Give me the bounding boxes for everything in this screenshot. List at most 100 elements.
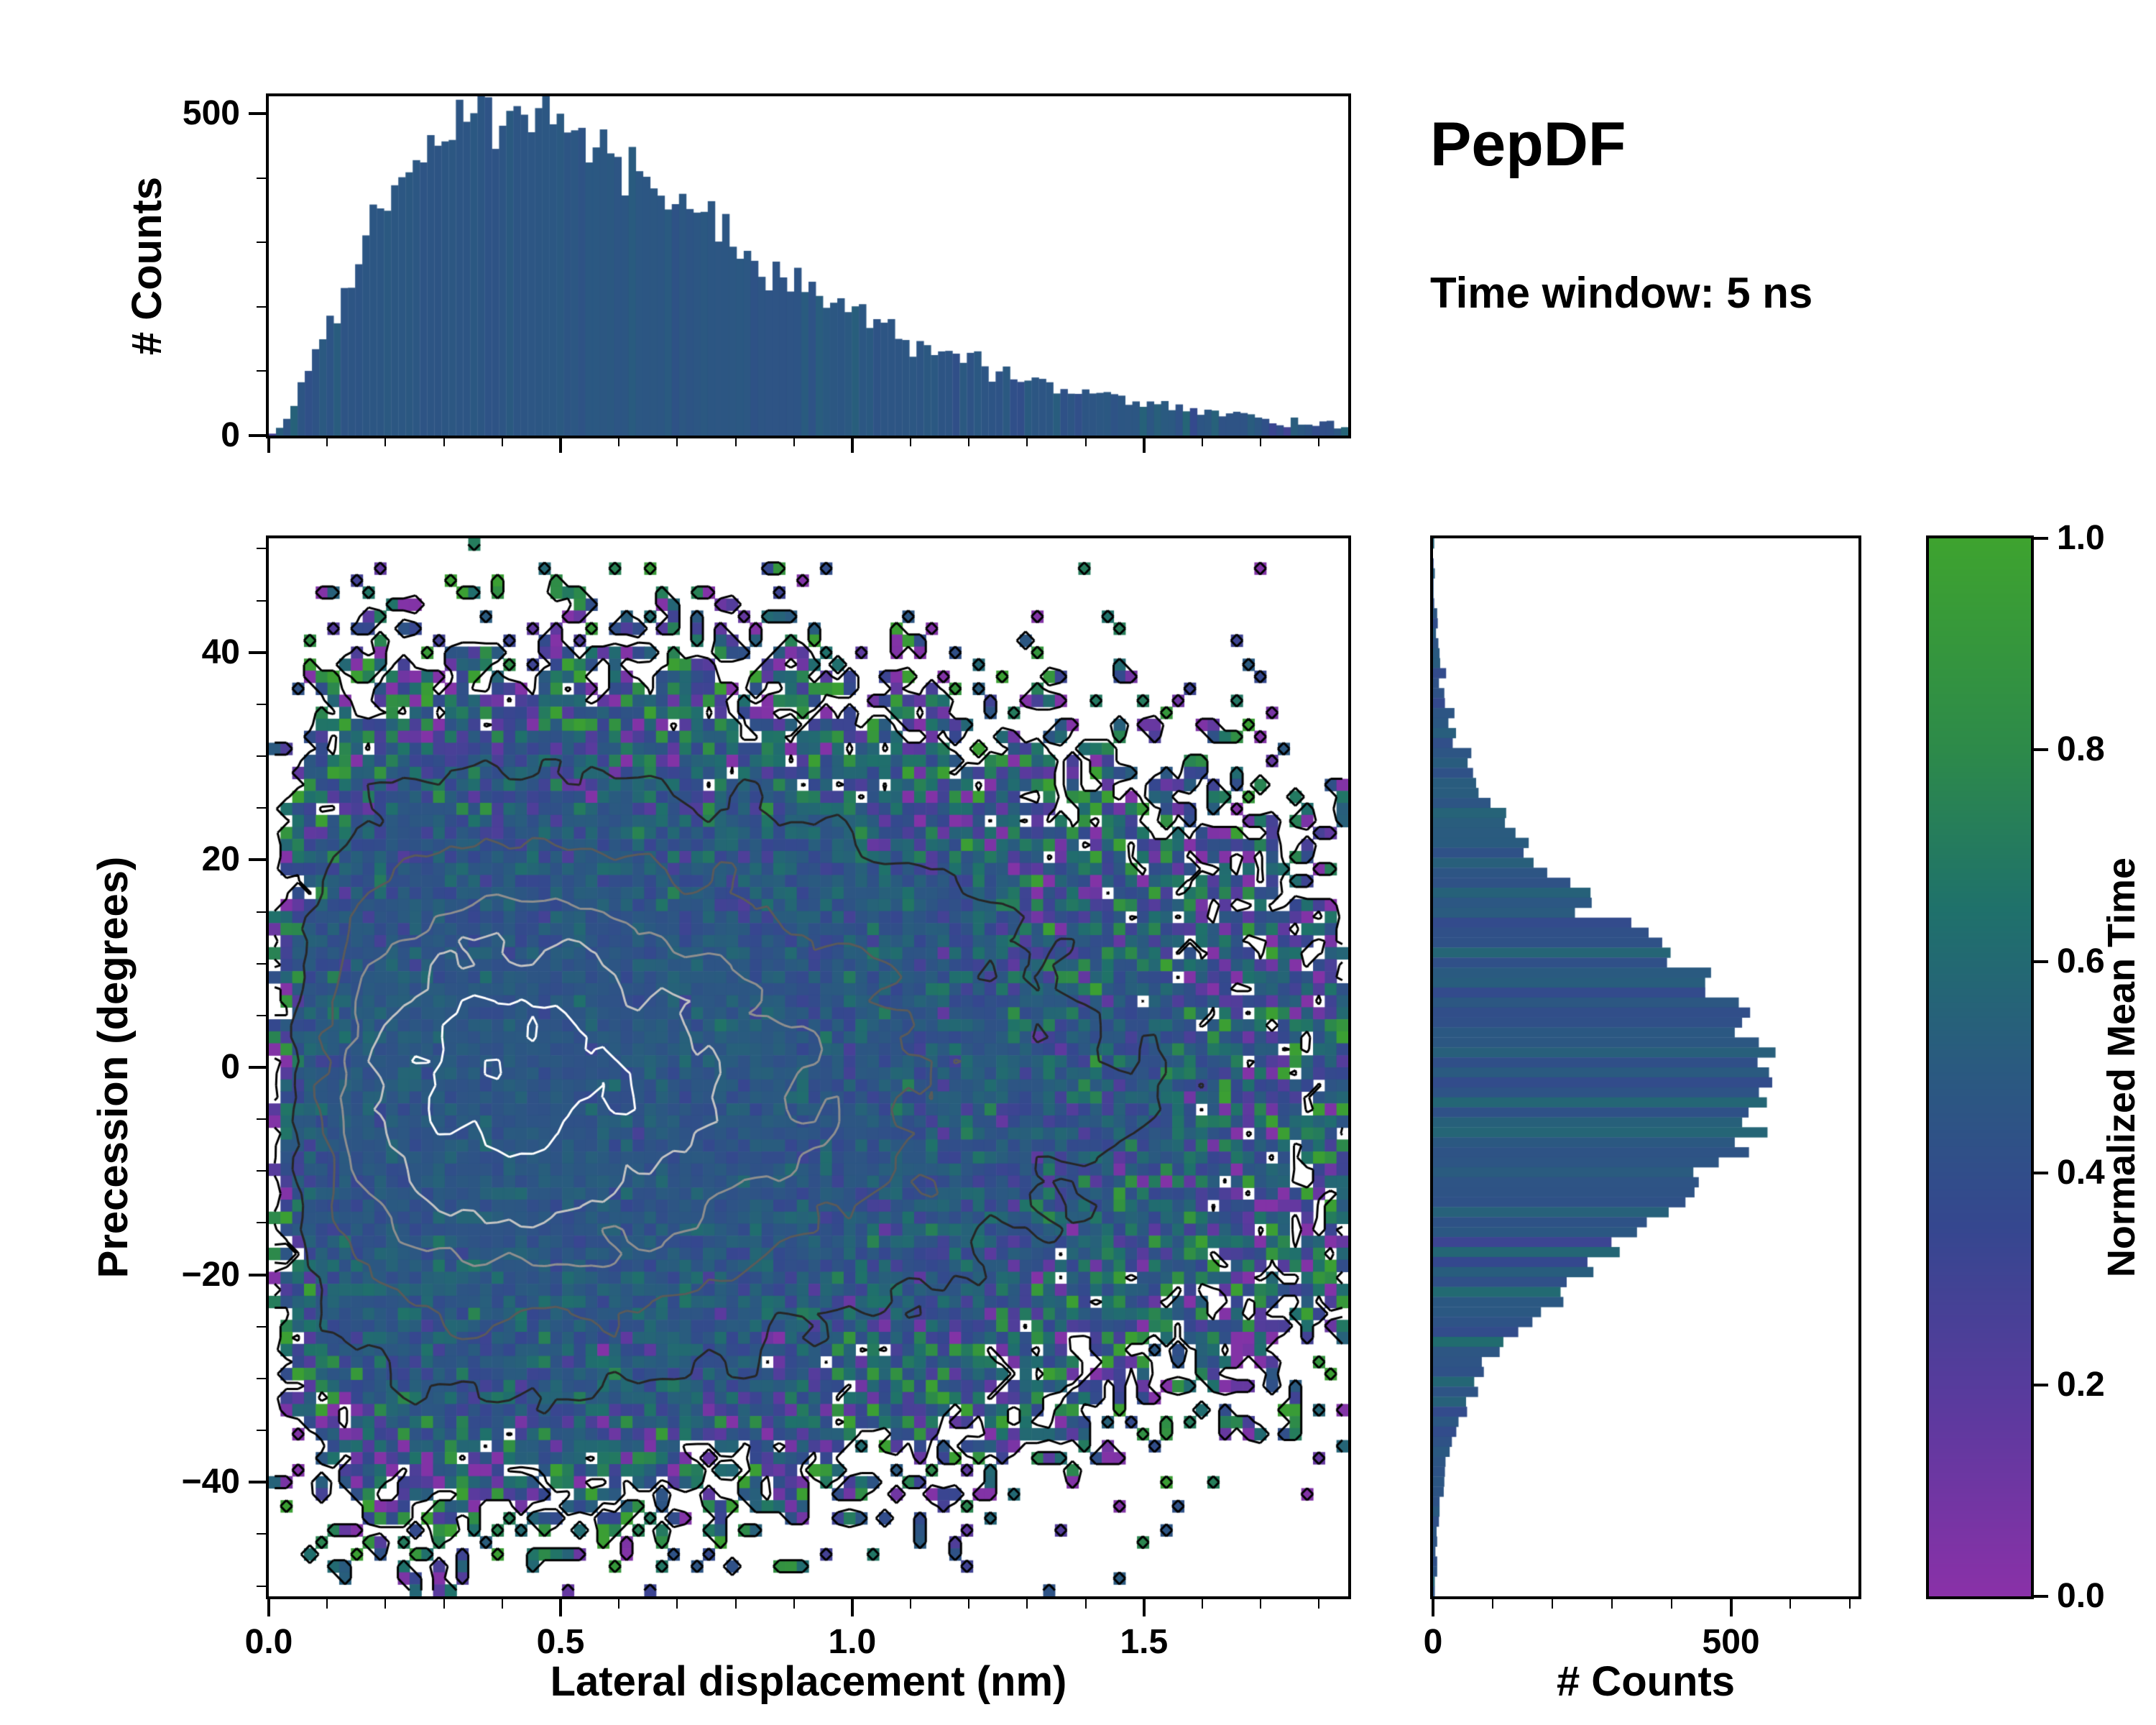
colorbar-tick xyxy=(2034,1383,2048,1386)
top-x-minor-tick xyxy=(384,438,387,446)
main-x-tick-label: 0.5 xyxy=(536,1623,585,1661)
colorbar-tick-label: 0.2 xyxy=(2057,1365,2105,1404)
right-x-minor-tick xyxy=(1611,1599,1613,1609)
main-x-minor-tick xyxy=(676,1599,678,1609)
top-y-tick-label: 0 xyxy=(221,416,240,454)
top-y-tick-label: 500 xyxy=(182,94,240,133)
main-y-major-tick xyxy=(249,1481,266,1484)
top-x-minor-tick xyxy=(968,438,970,446)
main-y-tick-label: 40 xyxy=(201,632,240,671)
main-x-major-tick xyxy=(1142,1599,1146,1616)
main-y-minor-tick xyxy=(257,1170,266,1172)
top-x-minor-tick xyxy=(910,438,912,446)
main-y-minor-tick xyxy=(257,962,266,965)
colorbar-tick xyxy=(2034,1172,2048,1175)
right-histogram-canvas xyxy=(1433,538,1858,1596)
colorbar-tick-label: 1.0 xyxy=(2057,519,2105,557)
top-y-minor-tick xyxy=(257,370,266,372)
colorbar-tick xyxy=(2034,1595,2048,1598)
right-x-tick-label: 500 xyxy=(1702,1623,1760,1661)
right-x-tick-label: 0 xyxy=(1423,1623,1443,1661)
colorbar xyxy=(1926,535,2034,1599)
colorbar-tick-label: 0.6 xyxy=(2057,942,2105,980)
main-x-minor-tick xyxy=(501,1599,503,1609)
colorbar-tick-label: 0.4 xyxy=(2057,1154,2105,1192)
right-x-major-tick xyxy=(1432,1599,1434,1616)
top-x-minor-tick xyxy=(1318,438,1320,446)
top-histogram-canvas xyxy=(269,96,1348,436)
main-x-minor-tick xyxy=(910,1599,912,1609)
heatmap-panel xyxy=(266,535,1351,1599)
main-x-minor-tick xyxy=(968,1599,970,1609)
right-x-minor-tick xyxy=(1670,1599,1672,1609)
heatmap-canvas xyxy=(269,538,1348,1596)
top-histogram-panel xyxy=(266,93,1351,438)
top-y-minor-tick xyxy=(257,242,266,244)
top-y-minor-tick xyxy=(257,177,266,179)
main-y-major-tick xyxy=(249,650,266,654)
main-y-minor-tick xyxy=(257,548,266,550)
top-hist-y-axis-label: # Counts xyxy=(124,176,170,356)
top-x-minor-tick xyxy=(501,438,503,446)
x-axis-label: Lateral displacement (nm) xyxy=(550,1658,1067,1705)
colorbar-tick xyxy=(2034,748,2048,752)
top-y-major-tick xyxy=(249,112,266,116)
main-x-major-tick xyxy=(558,1599,562,1616)
main-y-major-tick xyxy=(249,1273,266,1276)
main-y-tick-label: 0 xyxy=(221,1048,240,1086)
y-axis-label: Precession (degrees) xyxy=(90,856,137,1279)
top-x-minor-tick xyxy=(1202,438,1204,446)
top-x-minor-tick xyxy=(1084,438,1087,446)
colorbar-tick xyxy=(2034,537,2048,540)
main-x-minor-tick xyxy=(1202,1599,1204,1609)
right-x-minor-tick xyxy=(1551,1599,1553,1609)
main-y-major-tick xyxy=(249,858,266,862)
main-x-minor-tick xyxy=(618,1599,620,1609)
right-x-minor-tick xyxy=(1849,1599,1851,1609)
colorbar-tick-label: 0.8 xyxy=(2057,730,2105,769)
colorbar-label: Normalized Mean Time xyxy=(2100,857,2143,1278)
top-x-minor-tick xyxy=(326,438,328,446)
main-x-minor-tick xyxy=(734,1599,737,1609)
colorbar-tick xyxy=(2034,960,2048,963)
main-y-minor-tick xyxy=(257,1325,266,1328)
right-hist-x-axis-label: # Counts xyxy=(1556,1658,1736,1705)
main-x-tick-label: 1.5 xyxy=(1120,1623,1169,1661)
main-y-minor-tick xyxy=(257,911,266,913)
main-x-minor-tick xyxy=(443,1599,445,1609)
top-x-minor-tick xyxy=(618,438,620,446)
colorbar-tick-label: 0.0 xyxy=(2057,1577,2105,1615)
main-y-minor-tick xyxy=(257,1377,266,1379)
main-y-minor-tick xyxy=(257,1118,266,1121)
main-x-minor-tick xyxy=(1026,1599,1028,1609)
main-y-minor-tick xyxy=(257,755,266,758)
top-x-minor-tick xyxy=(734,438,737,446)
right-x-minor-tick xyxy=(1491,1599,1493,1609)
main-x-minor-tick xyxy=(1318,1599,1320,1609)
top-x-major-tick xyxy=(1142,438,1146,453)
main-y-minor-tick xyxy=(257,703,266,705)
main-y-minor-tick xyxy=(257,1533,266,1535)
right-histogram-panel xyxy=(1430,535,1861,1599)
figure-title: PepDF xyxy=(1430,110,1626,179)
top-x-minor-tick xyxy=(793,438,795,446)
right-x-minor-tick xyxy=(1789,1599,1792,1609)
top-x-minor-tick xyxy=(443,438,445,446)
top-y-major-tick xyxy=(249,434,266,437)
top-x-major-tick xyxy=(558,438,562,453)
top-x-minor-tick xyxy=(1260,438,1262,446)
top-x-major-tick xyxy=(267,438,270,453)
main-x-major-tick xyxy=(267,1599,270,1616)
top-y-minor-tick xyxy=(257,305,266,308)
main-x-minor-tick xyxy=(384,1599,387,1609)
main-x-tick-label: 1.0 xyxy=(828,1623,877,1661)
colorbar-canvas xyxy=(1929,538,2031,1596)
main-y-minor-tick xyxy=(257,807,266,809)
main-x-minor-tick xyxy=(1084,1599,1087,1609)
main-x-tick-label: 0.0 xyxy=(244,1623,293,1661)
main-y-tick-label: −20 xyxy=(181,1255,240,1294)
main-y-minor-tick xyxy=(257,1430,266,1432)
top-x-minor-tick xyxy=(1026,438,1028,446)
main-y-tick-label: −40 xyxy=(181,1463,240,1501)
